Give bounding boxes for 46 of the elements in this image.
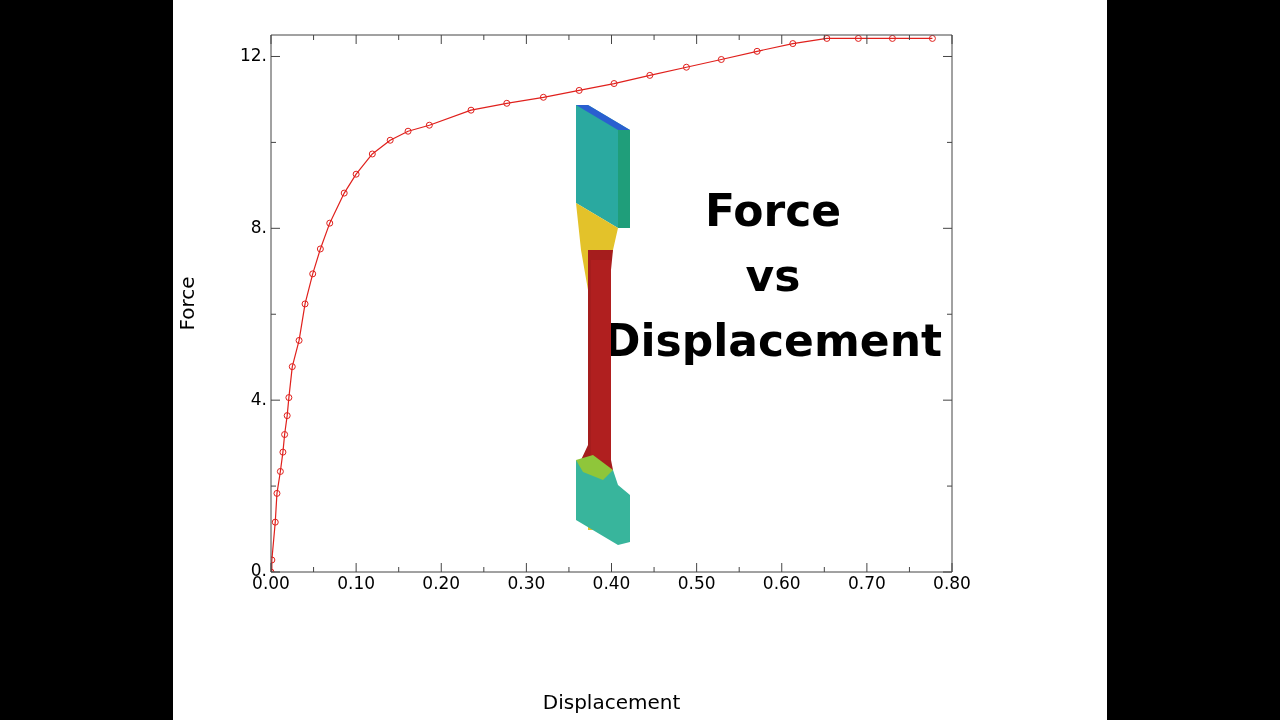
point [276, 467, 284, 475]
point [610, 80, 618, 88]
point [503, 99, 511, 107]
point [539, 93, 547, 101]
point [467, 106, 475, 114]
point [425, 121, 433, 129]
point [283, 412, 291, 420]
point [301, 300, 309, 308]
y-tick-label: 12. [239, 44, 267, 65]
point [316, 245, 324, 253]
x-tick-label: 0.50 [677, 572, 716, 593]
point [888, 35, 896, 42]
y-tick-label: 4. [250, 388, 267, 409]
x-axis-title: Displacement [542, 690, 681, 715]
point [854, 35, 862, 42]
x-tick-label: 0.20 [422, 572, 461, 593]
point [717, 55, 725, 63]
text: Force vs Displacement [603, 184, 943, 368]
point [575, 86, 583, 94]
point [281, 431, 289, 439]
point [271, 518, 279, 526]
point [309, 270, 317, 278]
point [295, 336, 303, 344]
x-tick-label: 0.60 [762, 572, 801, 593]
point [646, 71, 654, 79]
point [823, 35, 831, 42]
point [279, 448, 287, 456]
x-tick-label: 0.70 [847, 572, 886, 593]
point [352, 170, 360, 178]
y-axis-title: Force [175, 276, 200, 331]
point [340, 189, 348, 197]
point [386, 136, 394, 144]
y-tick-label: 8. [250, 216, 267, 237]
point [326, 219, 334, 227]
x-tick-label: 0.30 [507, 572, 546, 593]
point [288, 363, 296, 371]
point [682, 63, 690, 71]
point [928, 35, 936, 42]
point [404, 127, 412, 135]
x-tick-label: 0.10 [337, 572, 376, 593]
x-tick-label: 0.40 [592, 572, 631, 593]
point [789, 40, 797, 48]
point [273, 489, 281, 497]
point [753, 47, 761, 55]
point [285, 394, 293, 402]
point [368, 150, 376, 158]
